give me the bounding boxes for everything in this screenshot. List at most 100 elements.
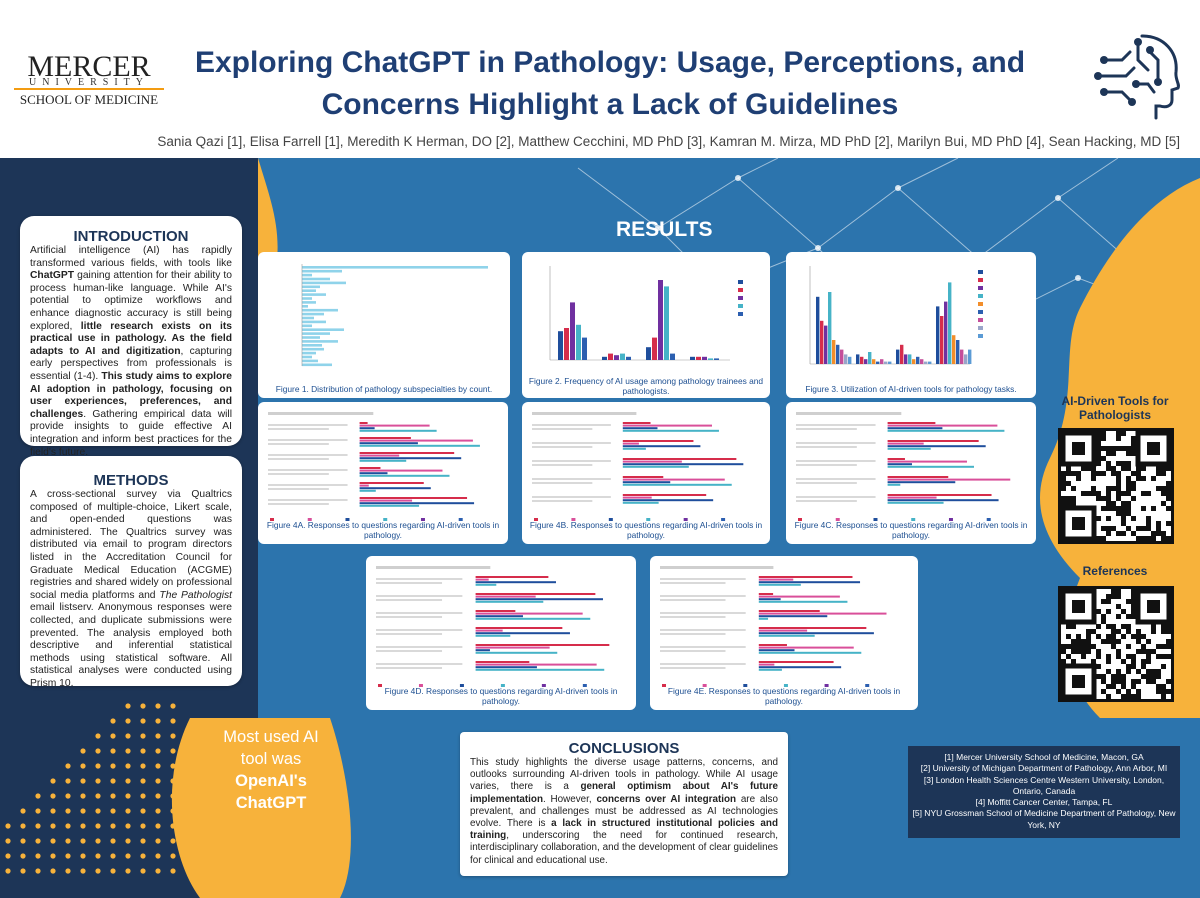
- qr-module: [1071, 501, 1076, 506]
- qr-module: [1161, 486, 1166, 491]
- likert-bar: [887, 424, 998, 427]
- decor-dot: [125, 703, 131, 709]
- qr-module: [1126, 629, 1131, 634]
- likert-bar: [475, 649, 490, 652]
- figure-4c-chart: [796, 412, 1011, 521]
- qr-module: [1111, 624, 1116, 629]
- qr-module: [1166, 496, 1171, 501]
- qr-module: [1101, 599, 1106, 604]
- likert-legend-swatch: [378, 684, 382, 687]
- qr-module: [1146, 639, 1151, 644]
- qr-module: [1126, 486, 1131, 491]
- likert-bar: [359, 487, 431, 490]
- qr-finder: [1060, 663, 1097, 700]
- qr-module: [1136, 669, 1141, 674]
- callout-line-1: Most used AI tool was: [223, 728, 319, 768]
- qr-module: [1061, 644, 1066, 649]
- figure-2-bar: [570, 302, 575, 360]
- decor-dot: [125, 763, 131, 769]
- qr-code-tools[interactable]: [1058, 428, 1174, 544]
- figure-3-bar: [964, 354, 968, 364]
- qr-module: [1126, 599, 1131, 604]
- decor-dot: [20, 868, 26, 874]
- decor-dot: [140, 763, 146, 769]
- likert-bar: [359, 484, 369, 487]
- figure-1-bar: [302, 312, 324, 316]
- qr-module: [1066, 624, 1071, 629]
- methods-text: A cross-sectional survey via Qualtrics c…: [30, 489, 232, 691]
- qr-module: [1161, 664, 1166, 669]
- decor-dot: [65, 868, 71, 874]
- qr-module: [1136, 679, 1141, 684]
- conclusion-bold-3: a lack in structured institutional polic…: [470, 818, 778, 842]
- qr-module: [1071, 649, 1076, 654]
- likert-legend-swatch: [702, 684, 707, 687]
- figure-4d: Figure 4D. Responses to questions regard…: [366, 556, 636, 710]
- figure-2-bar: [652, 337, 657, 360]
- qr-module: [1131, 481, 1136, 486]
- likert-label-placeholder: [660, 582, 726, 584]
- decor-dot: [140, 703, 146, 709]
- likert-legend-swatch: [986, 518, 991, 521]
- likert-label-placeholder: [796, 464, 857, 466]
- qr-module: [1096, 654, 1101, 659]
- qr-module: [1166, 639, 1171, 644]
- likert-bar: [758, 663, 775, 666]
- author-list: Sania Qazi [1], Elisa Farrell [1], Mered…: [157, 134, 1180, 149]
- qr-module: [1106, 599, 1111, 604]
- decor-dot: [140, 733, 146, 739]
- decor-dot: [80, 868, 86, 874]
- likert-bar: [475, 615, 523, 618]
- qr-module: [1116, 531, 1121, 536]
- qr-module: [1096, 461, 1101, 466]
- decor-dot: [95, 793, 101, 799]
- decor-dot: [35, 868, 41, 874]
- likert-label-placeholder: [660, 612, 746, 614]
- qr-module: [1111, 634, 1116, 639]
- decor-dot: [50, 808, 56, 814]
- likert-bar: [359, 422, 368, 424]
- decor-dot: [155, 793, 161, 799]
- likert-bar: [475, 632, 570, 635]
- methods-heading: METHODS: [93, 472, 169, 489]
- likert-bar: [475, 595, 536, 598]
- figure-1-bar: [302, 269, 342, 273]
- qr-module: [1166, 629, 1171, 634]
- qr-module: [1076, 639, 1081, 644]
- likert-bar: [758, 610, 820, 612]
- decor-dot: [170, 808, 176, 814]
- decor-dot: [50, 823, 56, 829]
- qr-module: [1131, 451, 1136, 456]
- qr-module: [1106, 451, 1111, 456]
- likert-legend-swatch: [721, 518, 726, 521]
- qr-module: [1166, 466, 1171, 471]
- intro-bold-1: ChatGPT: [30, 270, 75, 282]
- conclusions-text: This study highlights the diverse usage …: [470, 757, 778, 867]
- qr-module: [1071, 486, 1076, 491]
- introduction-heading: INTRODUCTION: [73, 228, 189, 245]
- figure-1-bar: [302, 277, 330, 281]
- qr-module: [1111, 684, 1116, 689]
- qr-module: [1101, 471, 1106, 476]
- figure-4b-caption: Figure 4B. Responses to questions regard…: [529, 520, 763, 540]
- figure-1-bar: [302, 293, 326, 296]
- qr-module: [1166, 521, 1171, 526]
- qr-module: [1101, 679, 1106, 684]
- qr-module: [1101, 436, 1106, 441]
- qr-code-references[interactable]: [1058, 586, 1174, 702]
- qr-module: [1141, 526, 1146, 531]
- qr-module: [1161, 536, 1166, 541]
- qr-module: [1146, 654, 1151, 659]
- qr-module: [1086, 629, 1091, 634]
- likert-label-placeholder: [268, 499, 348, 501]
- likert-bar: [359, 502, 475, 505]
- qr-module: [1121, 674, 1126, 679]
- qr-module: [1106, 486, 1111, 491]
- figure-2-bar: [646, 347, 651, 360]
- qr-module: [1111, 674, 1116, 679]
- likert-bar: [758, 629, 808, 632]
- decor-dot: [110, 823, 116, 829]
- qr-module: [1086, 649, 1091, 654]
- likert-label-placeholder: [532, 496, 611, 498]
- qr-module: [1151, 531, 1156, 536]
